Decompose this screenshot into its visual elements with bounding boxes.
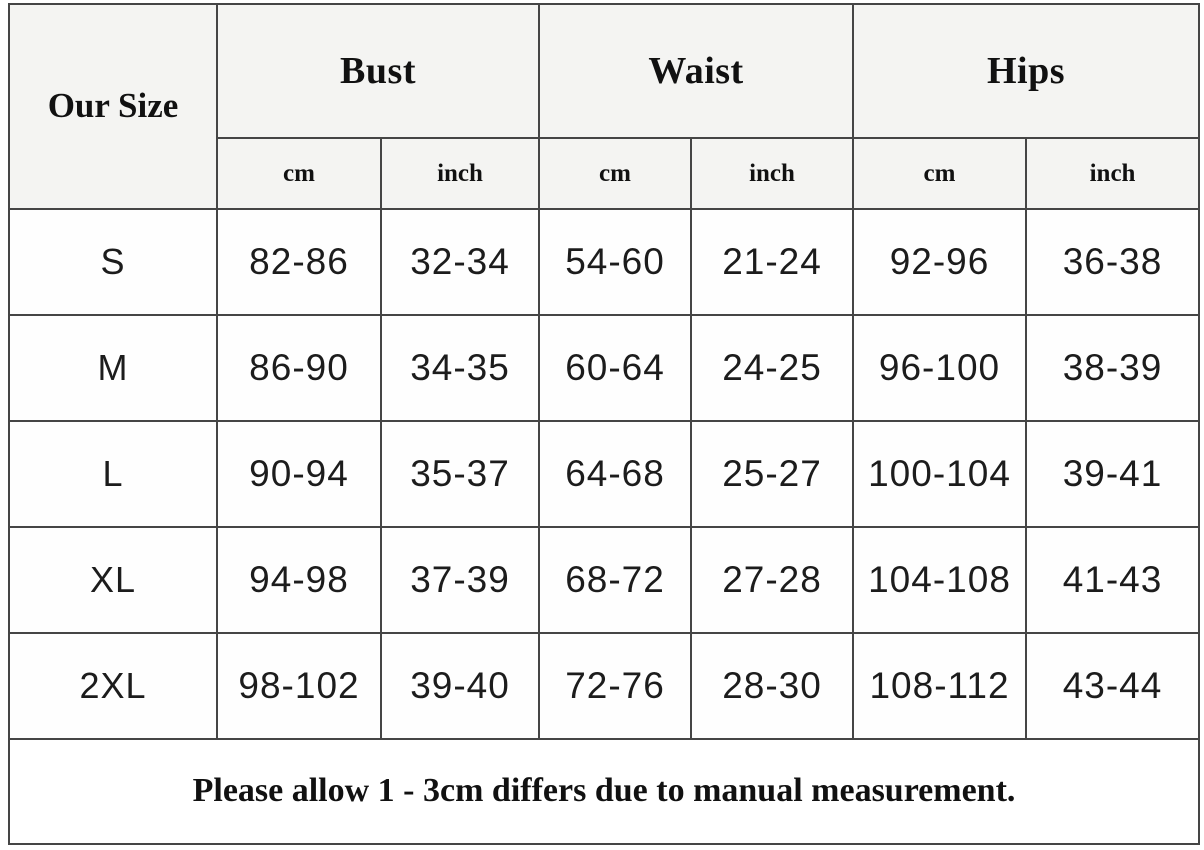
size-cell: 2XL	[8, 631, 218, 740]
header-bust: Bust	[215, 2, 541, 140]
unit-header-hips-cm: cm	[852, 137, 1028, 210]
measurement-cell: 43-44	[1025, 631, 1201, 740]
header-hips: Hips	[852, 2, 1201, 140]
measurement-cell: 82-86	[216, 207, 382, 316]
measurement-cell: 24-25	[690, 313, 855, 422]
measurement-cell: 94-98	[216, 525, 382, 634]
table-row-s: S 82-86 32-34 54-60 21-24 92-96 36-38	[8, 207, 1201, 316]
measurement-cell: 35-37	[379, 419, 541, 528]
unit-header-hips-inch: inch	[1025, 137, 1201, 210]
size-cell: XL	[8, 525, 218, 634]
header-our-size: Our Size	[8, 3, 218, 210]
measurement-cell: 108-112	[852, 631, 1028, 740]
size-cell: L	[8, 419, 218, 528]
measurement-cell: 36-38	[1025, 207, 1201, 316]
measurement-cell: 38-39	[1025, 313, 1201, 422]
footnote: Please allow 1 - 3cm differs due to manu…	[7, 737, 1201, 846]
measurement-cell: 96-100	[852, 313, 1028, 422]
unit-header-bust-inch: inch	[379, 137, 541, 210]
measurement-cell: 37-39	[379, 525, 541, 634]
size-cell: M	[8, 313, 218, 422]
table-row-m: M 86-90 34-35 60-64 24-25 96-100 38-39	[8, 313, 1201, 422]
measurement-cell: 90-94	[216, 419, 382, 528]
header-waist: Waist	[538, 2, 855, 140]
measurement-cell: 64-68	[538, 419, 693, 528]
measurement-cell: 21-24	[690, 207, 855, 316]
measurement-cell: 72-76	[538, 631, 693, 740]
measurement-cell: 32-34	[379, 207, 541, 316]
measurement-cell: 27-28	[690, 525, 855, 634]
unit-header-bust-cm: cm	[216, 137, 382, 210]
size-chart-sheet: Our Size Bust Waist Hips cm inch cm inch…	[7, 2, 1201, 846]
measurement-cell: 25-27	[690, 419, 855, 528]
measurement-cell: 41-43	[1025, 525, 1201, 634]
measurement-cell: 39-41	[1025, 419, 1201, 528]
unit-header-waist-cm: cm	[538, 137, 693, 210]
measurement-cell: 54-60	[538, 207, 693, 316]
measurement-cell: 28-30	[690, 631, 855, 740]
measurement-cell: 104-108	[852, 525, 1028, 634]
measurement-cell: 34-35	[379, 313, 541, 422]
measurement-cell: 86-90	[216, 313, 382, 422]
measurement-cell: 68-72	[538, 525, 693, 634]
measurement-cell: 39-40	[379, 631, 541, 740]
table-row-2xl: 2XL 98-102 39-40 72-76 28-30 108-112 43-…	[8, 631, 1201, 740]
measurement-cell: 100-104	[852, 419, 1028, 528]
measurement-cell: 98-102	[216, 631, 382, 740]
measurement-cell: 60-64	[538, 313, 693, 422]
unit-header-waist-inch: inch	[690, 137, 855, 210]
table-row-l: L 90-94 35-37 64-68 25-27 100-104 39-41	[8, 419, 1201, 528]
measurement-cell: 92-96	[852, 207, 1028, 316]
size-chart-table: Our Size Bust Waist Hips cm inch cm inch…	[7, 2, 1201, 846]
table-row-xl: XL 94-98 37-39 68-72 27-28 104-108 41-43	[8, 525, 1201, 634]
size-cell: S	[8, 207, 218, 316]
